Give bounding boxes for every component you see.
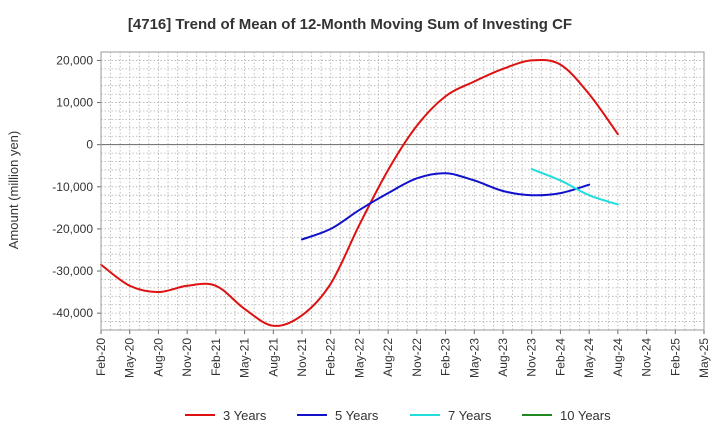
y-ticks: 20,000 10,000 0 -10,000 -20,000 -30,000 -40,00… <box>52 53 101 320</box>
x-tick-label: Nov-22 <box>410 338 424 377</box>
x-tick-label: Nov-23 <box>525 338 539 377</box>
y-tick-label: -10,000 <box>52 180 93 194</box>
x-tick-label: May-22 <box>352 338 366 378</box>
x-tick-label: Aug-22 <box>381 338 395 377</box>
x-tick-label: May-21 <box>238 338 252 378</box>
series-line-3-years <box>100 58 619 327</box>
y-tick-label: 0 <box>86 138 93 152</box>
x-tick-label: Feb-21 <box>209 338 223 376</box>
x-tick-label: Aug-23 <box>496 338 510 377</box>
x-tick-label: Nov-21 <box>295 338 309 377</box>
chart-title: [4716] Trend of Mean of 12-Month Moving … <box>128 16 572 33</box>
y-tick-label: 20,000 <box>56 53 93 67</box>
legend-label-3-years: 3 Years <box>223 408 267 423</box>
x-tick-label: May-24 <box>582 338 596 378</box>
legend-label-5-years: 5 Years <box>335 408 379 423</box>
y-tick-label: -40,000 <box>52 306 93 320</box>
x-tick-label: Nov-24 <box>640 338 654 377</box>
y-tick-label: -30,000 <box>52 264 93 278</box>
x-tick-label: Aug-24 <box>611 338 625 377</box>
x-tick-label: Feb-23 <box>439 338 453 376</box>
plot-frame <box>100 51 705 331</box>
x-tick-label: May-23 <box>467 338 481 378</box>
legend-label-7-years: 7 Years <box>448 408 492 423</box>
legend: 3 Years 5 Years 7 Years 10 Years <box>185 408 611 423</box>
y-tick-label: -20,000 <box>52 222 93 236</box>
series-lines <box>100 58 619 327</box>
x-tick-label: Aug-21 <box>266 338 280 377</box>
y-tick-label: 10,000 <box>56 96 93 110</box>
x-tick-label: Feb-22 <box>324 338 338 376</box>
x-tick-label: Aug-20 <box>151 338 165 377</box>
x-ticks: Feb-20 May-20 Aug-20 Nov-20 Feb-21 May-21 Aug-… <box>94 330 711 378</box>
series-line-5-years <box>301 172 591 241</box>
x-tick-label: Feb-25 <box>668 338 682 376</box>
legend-label-10-years: 10 Years <box>560 408 611 423</box>
x-tick-label: May-25 <box>697 338 711 378</box>
x-tick-label: Feb-24 <box>553 338 567 376</box>
series-line-7-years <box>530 168 619 206</box>
x-tick-label: Nov-20 <box>180 338 194 377</box>
y-axis-title: Amount (million yen) <box>6 131 21 250</box>
x-tick-label: May-20 <box>123 338 137 378</box>
x-tick-label: Feb-20 <box>94 338 108 376</box>
grid <box>101 51 704 331</box>
